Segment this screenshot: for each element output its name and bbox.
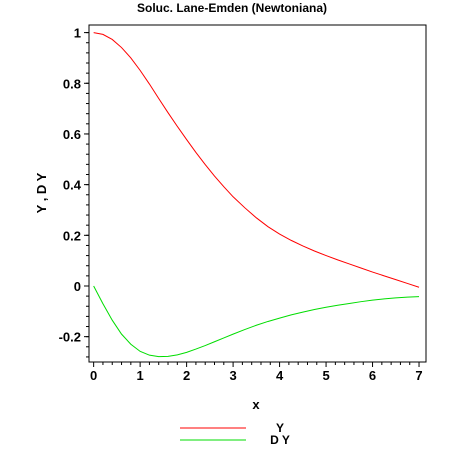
x-tick-label: 3	[229, 368, 236, 383]
legend-label: D Y	[270, 433, 290, 447]
x-axis-label: x	[252, 397, 260, 412]
y-tick-label: 0.4	[63, 178, 82, 193]
x-tick-label: 7	[415, 368, 422, 383]
x-tick-label: 4	[276, 368, 284, 383]
series-line-y	[93, 32, 420, 288]
x-tick-label: 5	[322, 368, 329, 383]
x-axis: 0 1 2 3 4 5 6 7	[90, 362, 423, 383]
y-tick-label: 0.6	[63, 127, 81, 142]
legend: YD Y	[180, 421, 290, 447]
x-tick-label: 2	[183, 368, 190, 383]
legend-label: Y	[276, 421, 284, 435]
y-tick-label: 0.2	[63, 228, 81, 243]
chart-title: Soluc. Lane-Emden (Newtoniana)	[137, 1, 327, 15]
x-tick-label: 6	[369, 368, 376, 383]
y-tick-label: -0.2	[59, 330, 81, 345]
y-tick-label: 0.8	[63, 76, 81, 91]
series-line-dy	[93, 285, 420, 358]
y-axis-label: Y , D Y	[34, 172, 49, 213]
series-layer	[93, 32, 420, 358]
x-tick-label: 1	[137, 368, 144, 383]
plot-frame	[88, 24, 427, 363]
y-axis: -0.2 0 0.2 0.4 0.6 0.8 1	[59, 26, 89, 358]
x-tick-label: 0	[90, 368, 97, 383]
y-tick-label: 0	[74, 279, 81, 294]
y-tick-label: 1	[74, 26, 81, 41]
